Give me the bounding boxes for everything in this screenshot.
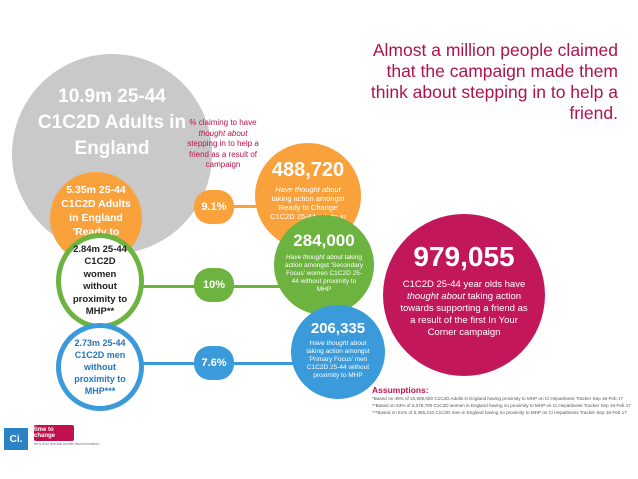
value-1-emph: Have thought about [275,185,341,194]
total-value: 979,055 [413,241,515,272]
time-to-change-tagline: let's end mental health discrimination [34,441,100,446]
pct-3: 7.6% [201,357,227,369]
value-2-text: taking action amongst 'Secondary Focus' … [284,253,364,293]
assumption-note-3: ***Based on 51% of 5,365,210 C1C2D men i… [372,410,627,415]
claim-note: % claiming to have thought about steppin… [187,118,259,171]
value-bubble-2: 284,000 Have thought about taking action… [274,215,374,315]
time-to-change-logo: time to change [34,425,74,441]
segment-men: 2.73m 25-44 C1C2D men without proximity … [56,323,144,411]
headline: Almost a million people claimed that the… [370,40,618,123]
pct-bubble-2: 10% [194,268,234,302]
pct-2: 10% [202,279,226,291]
assumptions-title: Assumptions: [372,385,429,395]
total-population-text: 10.9m 25-44 C1C2D Adults in England [37,86,187,159]
segment-3-text: 2.73m 25-44 C1C2D men without proximity … [74,338,126,396]
pct-1: 9.1% [201,201,227,213]
value-3-text: taking action amongst 'Primary Focus' me… [306,348,370,379]
claim-note-prefix: % claiming to have [189,118,257,127]
value-2: 284,000 [293,230,355,250]
value-1-desc: Have thought about taking action amongst… [265,185,351,221]
assumption-note-1: *Based on 49% of 10,909,000 C1C2D Adults… [372,396,623,401]
total-desc: C1C2D 25-44 year olds have thought about… [397,279,531,339]
pct-bubble-1: 9.1% [194,190,234,224]
value-3: 206,335 [310,320,366,337]
segment-2-text: 2.84m 25-44 C1C2D women without proximit… [72,243,128,318]
total-desc-emph: thought about [406,291,466,302]
total-circle: 979,055 C1C2D 25-44 year olds have thoug… [383,214,545,376]
total-desc-1: C1C2D 25-44 year olds have [402,279,526,290]
pct-bubble-3: 7.6% [194,346,234,380]
total-desc-2: taking action towards supporting a frien… [400,291,528,338]
value-1: 488,720 [271,159,345,181]
value-2-emph: Have thought about [286,253,343,261]
value-2-desc: Have thought about taking action amongst… [284,254,364,294]
segment-women: 2.84m 25-44 C1C2D women without proximit… [56,233,144,329]
value-bubble-3: 206,335 Have thought about taking action… [291,305,385,399]
assumption-note-2: **Based on 53% of 5,378,790 C1C2D women … [372,403,631,408]
total-population-circle: 10.9m 25-44 C1C2D Adults in England [12,54,212,254]
value-3-emph: Have thought about [309,340,367,347]
value-3-desc: Have thought about taking action amongst… [301,340,375,380]
claim-note-emph: thought about [198,128,248,138]
claim-note-suffix: stepping in to help a friend as a result… [187,139,259,169]
ci-logo: Ci. [4,428,28,450]
